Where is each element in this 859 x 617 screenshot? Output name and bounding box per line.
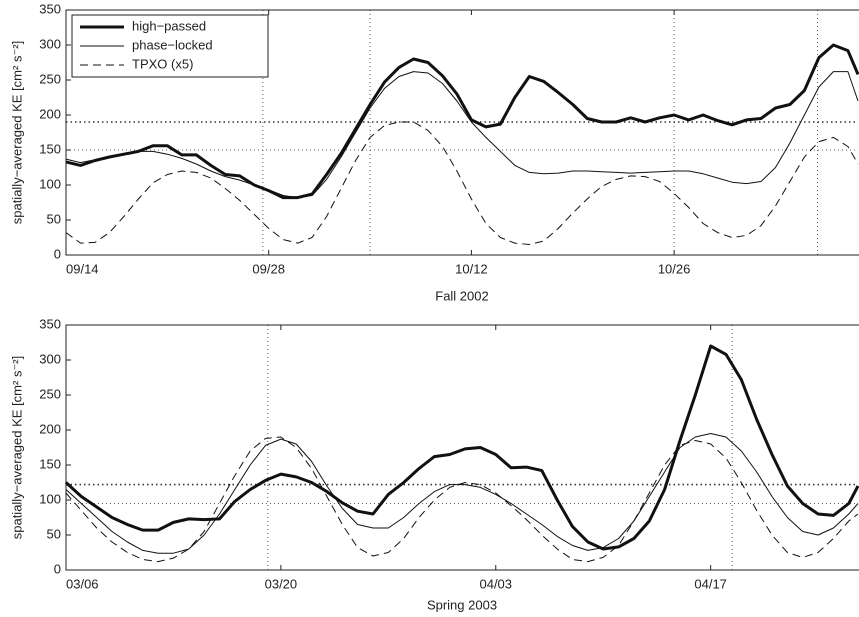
panel: 0 50 100 150 200 250 300 350 03/06 03/20 04/03 04/1… [9,316,859,612]
x-axis-label: Spring 2003 [427,597,497,612]
x-tick-label: 10/26 [658,261,691,276]
y-tick-label: 200 [39,106,61,121]
y-tick-label: 0 [54,246,61,261]
y-tick-label: 50 [47,526,61,541]
x-tick-label: 10/12 [455,261,488,276]
y-axis-label: spatially−averaged KE [cm² s⁻²] [9,356,24,540]
series-line [65,433,859,554]
y-tick-label: 300 [39,36,61,51]
panel: 0 50 100 150 200 250 300 350 09/14 09/28 10/12 10/2… [9,1,859,303]
x-tick-label: 03/06 [66,576,99,591]
x-tick-label: 04/17 [694,576,727,591]
y-tick-label: 250 [39,71,61,86]
legend-label: high−passed [132,18,206,33]
x-tick-label: 03/20 [265,576,298,591]
legend-label: phase−locked [132,37,213,52]
series-line [64,344,859,551]
series-line [65,436,859,563]
y-tick-label: 300 [39,351,61,366]
y-tick-label: 350 [39,1,61,16]
y-tick-label: 350 [39,316,61,331]
y-tick-label: 100 [39,491,61,506]
y-axis-label: spatially−averaged KE [cm² s⁻²] [9,41,24,225]
series-line [65,71,859,199]
x-tick-label: 09/14 [66,261,99,276]
legend: high−passed phase−locked TPXO (x5) [71,14,269,78]
series-line [65,121,859,245]
x-tick-label: 04/03 [479,576,512,591]
x-axis-label: Fall 2002 [435,288,488,303]
x-tick-label: 09/28 [252,261,285,276]
y-tick-label: 0 [54,561,61,576]
y-tick-label: 250 [39,386,61,401]
axes-frame [65,324,859,571]
y-tick-label: 150 [39,141,61,156]
y-tick-label: 100 [39,176,61,191]
series-line [65,43,859,200]
y-tick-label: 150 [39,456,61,471]
legend-label: TPXO (x5) [132,56,193,71]
y-tick-label: 200 [39,421,61,436]
y-tick-label: 50 [47,211,61,226]
axes-frame [65,9,859,256]
